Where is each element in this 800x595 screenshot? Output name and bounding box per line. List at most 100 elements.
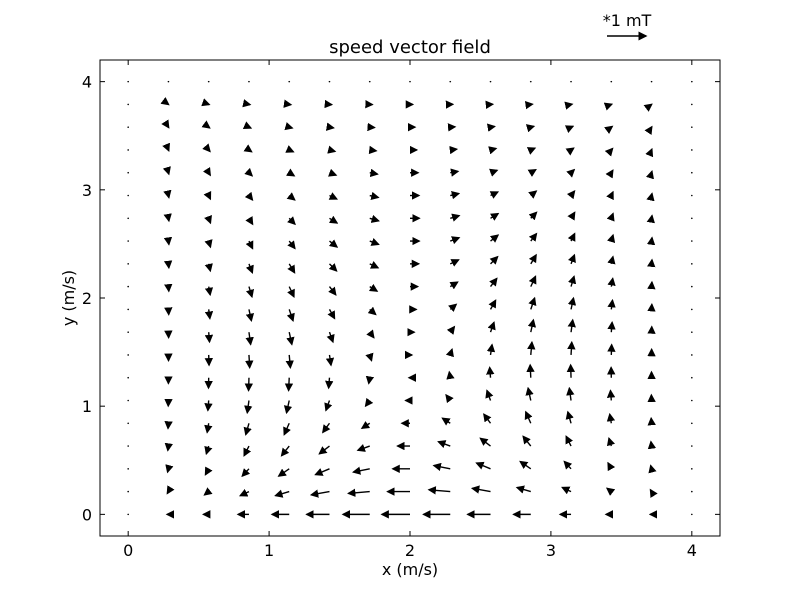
chart-title: speed vector field (329, 37, 491, 58)
vector-arrow (167, 80, 170, 83)
vector-arrow (165, 464, 174, 474)
vector-arrow (570, 80, 572, 83)
vector-arrow (238, 488, 250, 497)
vector-arrow (369, 214, 380, 223)
vector-arrow (605, 169, 614, 179)
vector-arrow (244, 191, 254, 202)
vector-arrow (691, 354, 693, 356)
vector-arrow (277, 468, 290, 477)
vector-arrow (204, 332, 214, 344)
vector-arrow (280, 445, 290, 457)
vector-arrow (243, 445, 252, 457)
vector-arrow (607, 321, 616, 333)
vector-arrow (127, 126, 129, 128)
vector-arrow (488, 146, 498, 155)
vector-arrow (127, 285, 129, 288)
vector-arrow (691, 149, 693, 151)
vector-arrow (691, 468, 693, 470)
vector-arrow (127, 263, 129, 265)
vector-arrow (479, 437, 491, 447)
vector-arrow (486, 343, 496, 356)
vector-arrow (691, 308, 693, 311)
vector-arrow (691, 331, 693, 333)
x-tick-label: 4 (687, 541, 697, 560)
vector-arrow (486, 123, 496, 132)
vector-arrow (489, 191, 500, 199)
x-tick-label: 1 (264, 541, 274, 560)
vector-arrow (568, 253, 576, 265)
vector-arrow (369, 237, 380, 246)
vector-arrow (610, 80, 613, 83)
vector-arrow (691, 80, 693, 83)
vector-arrow (204, 466, 213, 476)
y-tick-label: 4 (82, 73, 92, 92)
vector-arrow (318, 445, 330, 455)
y-axis-ticks: 0 1 2 3 4 (82, 73, 720, 524)
vector-arrow (691, 126, 693, 128)
vector-arrow (409, 80, 411, 83)
vector-arrow (650, 80, 653, 83)
vector-arrow (691, 285, 693, 288)
vector-arrow (527, 340, 536, 356)
vector-arrow (204, 400, 213, 412)
vector-arrow (127, 445, 129, 447)
vector-arrow (524, 410, 533, 424)
vector-arrows (127, 80, 693, 519)
y-tick-label: 0 (82, 505, 92, 524)
vector-arrow (284, 122, 294, 131)
vector-arrow (528, 232, 538, 242)
vector-arrow (561, 486, 572, 495)
vector-arrow (565, 147, 575, 156)
vector-arrow (245, 216, 254, 226)
vector-arrow (309, 489, 330, 498)
vector-arrow (127, 171, 129, 174)
vector-arrow (287, 240, 296, 250)
vector-arrow (691, 513, 693, 516)
vector-arrow (607, 277, 616, 287)
vector-arrow (284, 377, 294, 392)
vector-arrow (528, 211, 538, 221)
vector-arrow (328, 215, 339, 224)
vector-arrow (274, 489, 290, 498)
vector-arrow (287, 216, 296, 226)
vector-arrow (488, 299, 497, 310)
vector-arrow (566, 190, 576, 200)
vector-arrow (127, 490, 129, 493)
vector-arrow (606, 412, 616, 424)
vector-arrow (328, 263, 338, 272)
vector-arrow (606, 389, 616, 401)
vector-arrow (286, 332, 295, 346)
vector-arrow (328, 286, 337, 296)
vector-arrow (515, 485, 531, 494)
vector-arrow (328, 80, 331, 83)
vector-arrow (489, 168, 499, 177)
vector-arrow (127, 80, 129, 83)
vector-arrow (328, 192, 339, 200)
x-tick-label: 3 (546, 541, 556, 560)
vector-arrow (327, 145, 337, 154)
vector-arrow (565, 410, 574, 424)
quiver-key-label: *1 mT (603, 11, 652, 30)
vector-arrow (605, 487, 616, 496)
vector-arrow (288, 80, 291, 83)
vector-arrow (449, 259, 460, 267)
vector-arrow (166, 485, 175, 495)
vector-arrow (450, 236, 461, 245)
vector-arrow (286, 192, 296, 201)
vector-arrow (245, 354, 254, 369)
vector-arrow (607, 233, 616, 244)
vector-arrow (445, 393, 454, 404)
vector-arrow (245, 309, 255, 323)
vector-arrow (369, 191, 380, 200)
x-tick-label: 0 (123, 541, 133, 560)
vector-arrow (691, 240, 693, 242)
y-tick-label: 3 (82, 181, 92, 200)
vector-arrow (564, 125, 575, 133)
vector-arrow (286, 168, 296, 177)
vector-arrow (486, 366, 495, 378)
vector-arrow (437, 440, 451, 449)
vector-arrow (527, 318, 537, 333)
x-axis-ticks: 0 1 2 3 4 (123, 60, 697, 560)
vector-arrow (314, 468, 330, 476)
